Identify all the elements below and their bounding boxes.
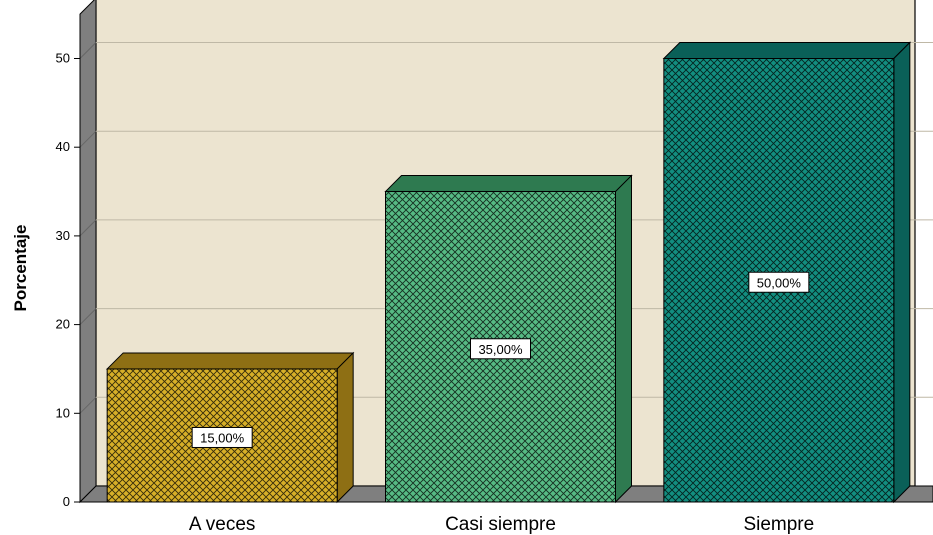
x-category-label: Casi siempre bbox=[445, 514, 556, 535]
y-tick-label: 50 bbox=[56, 51, 70, 66]
y-axis-title: Porcentaje bbox=[11, 225, 30, 312]
data-label: 15,00% bbox=[191, 426, 253, 448]
bar-side-face bbox=[893, 41, 911, 504]
y-axis-ticks: 0 10 20 30 40 50 bbox=[56, 14, 81, 509]
bar-top-face bbox=[105, 352, 355, 370]
y-tick-label: 10 bbox=[56, 405, 70, 420]
x-category-label: A veces bbox=[189, 514, 256, 535]
bar: 35,00% bbox=[384, 174, 633, 504]
x-axis-categories: A veces Casi siempre Siempre bbox=[189, 514, 814, 535]
y-tick-label: 0 bbox=[63, 494, 70, 509]
bar-side-face bbox=[615, 174, 632, 504]
data-label-text: 35,00% bbox=[478, 342, 523, 357]
gridline-side bbox=[79, 42, 97, 59]
data-label-text: 50,00% bbox=[757, 275, 802, 290]
bars: 15,00% 35,00% 50,00% bbox=[105, 41, 912, 504]
bar-top-face bbox=[662, 42, 912, 59]
gridline-side bbox=[79, 308, 97, 325]
gridline-side bbox=[79, 130, 97, 148]
y-tick-label: 20 bbox=[56, 317, 70, 332]
bar-top-face bbox=[384, 175, 633, 193]
data-label: 50,00% bbox=[748, 271, 810, 293]
bar: 50,00% bbox=[662, 41, 912, 504]
bar-side-face bbox=[336, 351, 354, 504]
bar: 15,00% bbox=[105, 351, 355, 504]
y-tick-label: 40 bbox=[56, 139, 70, 154]
y-tick-label: 30 bbox=[56, 228, 70, 243]
data-label-box bbox=[748, 271, 810, 293]
gridline-side bbox=[79, 396, 97, 414]
data-label-text: 15,00% bbox=[200, 430, 245, 445]
gridline-side bbox=[79, 219, 97, 237]
x-category-label: Siempre bbox=[743, 514, 814, 535]
plot-left-wall bbox=[79, 0, 97, 504]
data-label-box bbox=[470, 338, 531, 360]
data-label: 35,00% bbox=[470, 338, 531, 360]
data-label-box bbox=[191, 426, 253, 448]
